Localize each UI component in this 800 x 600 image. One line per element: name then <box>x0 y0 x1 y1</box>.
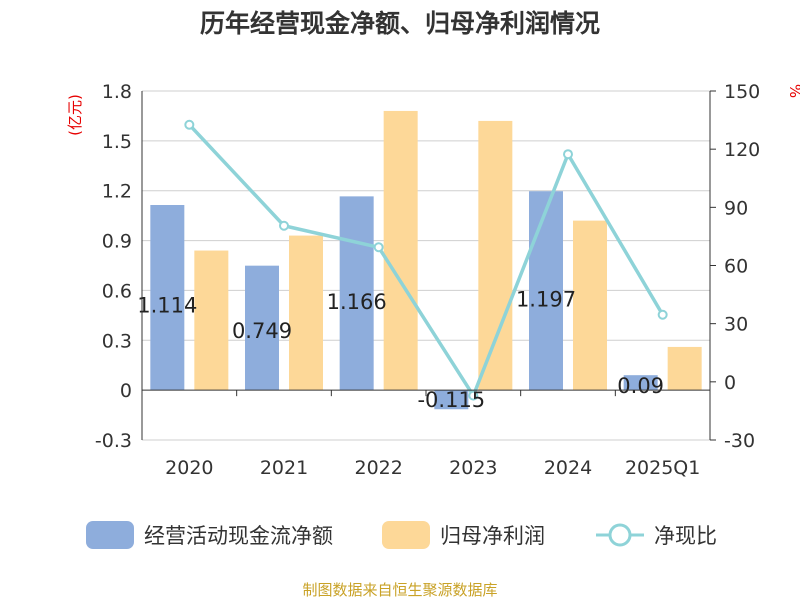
bar-operating-cash-flow <box>529 191 563 391</box>
bar-net-profit <box>383 110 418 391</box>
ratio-point <box>657 309 668 320</box>
x-tick-label: 2022 <box>354 457 402 479</box>
x-tick-label: 2020 <box>165 457 213 479</box>
y-left-unit: (亿元) <box>66 94 84 136</box>
y-left-tick-label: 0.3 <box>102 330 132 352</box>
source-note: 制图数据来自恒生聚源数据库 <box>302 581 497 599</box>
chart-title: 历年经营现金净额、归母净利润情况 <box>200 9 600 38</box>
ratio-line-path <box>188 123 665 398</box>
grid-lines <box>142 90 710 441</box>
y-right-tick-label: 0 <box>724 372 736 394</box>
legend-label: 经营活动现金流净额 <box>144 524 333 548</box>
y-right-tick-label: 120 <box>724 139 760 161</box>
bar-data-label: 0.749 <box>232 319 292 343</box>
bar-data-label: 0.09 <box>617 374 664 398</box>
bar-operating-cash-flow <box>150 205 185 391</box>
ratio-point <box>373 242 384 253</box>
bar-data-label: 1.166 <box>327 290 387 314</box>
ratio-line <box>184 119 668 401</box>
x-tick-label: 2023 <box>449 457 497 479</box>
bar-net-profit <box>194 250 229 391</box>
bar-operating-cash-flow <box>245 265 279 391</box>
bar-operating-cash-flow <box>623 375 658 391</box>
legend-label: 净现比 <box>654 524 717 548</box>
bar-data-label: 1.114 <box>137 293 197 317</box>
x-tick-label: 2025Q1 <box>625 457 700 479</box>
y-left-tick-label: -0.3 <box>95 430 132 452</box>
ratio-point <box>279 220 289 231</box>
bar-data-label: 1.197 <box>516 288 576 312</box>
axes: 1.8 1.5 1.2 0.9 0.6 0.3 0 -0.3 150 120 90 60 30 0 -30 2… <box>95 81 760 479</box>
y-left-tick-label: 0.6 <box>102 280 132 302</box>
y-left-tick-label: 0.9 <box>102 231 132 253</box>
y-right-tick-label: -30 <box>724 430 755 452</box>
bar-net-profit <box>478 120 513 391</box>
legend-swatch <box>86 521 134 549</box>
bar-operating-cash-flow <box>339 196 374 391</box>
bar-operating-cash-flow <box>434 390 469 410</box>
y-left-tick-label: 1.2 <box>102 181 132 203</box>
bar-net-profit <box>667 346 702 391</box>
y-left-tick-label: 1.5 <box>102 131 132 153</box>
x-tick-label: 2021 <box>260 457 308 479</box>
legend-swatch-marker <box>608 523 632 547</box>
legend-swatch <box>382 521 430 549</box>
bars <box>150 110 702 410</box>
x-tick-label: 2024 <box>544 457 592 479</box>
y-right-tick-label: 90 <box>724 197 748 219</box>
y-right-tick-label: 30 <box>724 314 748 336</box>
bar-net-profit <box>289 235 323 391</box>
y-right-unit: % <box>786 84 800 98</box>
legend-label: 归母净利润 <box>440 524 545 548</box>
y-left-tick-label: 1.8 <box>102 81 132 103</box>
ratio-point <box>468 390 479 401</box>
ratio-point <box>563 149 573 160</box>
ratio-point <box>184 119 195 130</box>
y-right-tick-label: 60 <box>724 256 748 278</box>
bar-net-profit <box>573 220 607 391</box>
bar-data-label: -0.115 <box>417 388 485 412</box>
data-labels: 1.114 0.749 1.166 -0.115 1.197 0.09 <box>137 288 664 413</box>
y-left-tick-label: 0 <box>120 380 132 402</box>
legend: 经营活动现金流净额 归母净利润 净现比 <box>86 521 717 549</box>
y-right-tick-label: 150 <box>724 81 760 103</box>
